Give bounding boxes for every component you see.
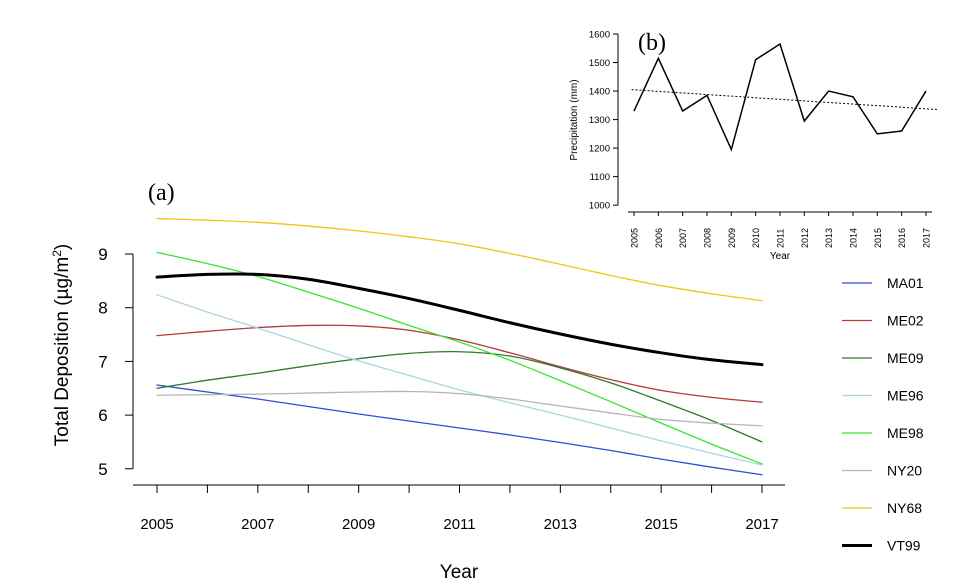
panel-b-y-tick-label: 1200	[589, 144, 610, 155]
panel-b-x-tick-label: 2007	[678, 228, 688, 248]
legend-label-vt99: VT99	[887, 538, 921, 554]
legend-label-me02: ME02	[887, 313, 924, 329]
panel-b-y-tick-label: 1600	[589, 30, 610, 41]
y-axis-title-suffix: )	[52, 244, 73, 250]
x-tick-label: 2005	[140, 516, 173, 533]
legend-label-ma01: MA01	[887, 275, 924, 291]
panel-b-y-tick-label: 1300	[589, 115, 610, 126]
panel-b-y-tick-label: 1400	[589, 87, 610, 98]
y-axis-title-a: Total Deposition (µg/m2)	[50, 244, 73, 446]
series-line-me02	[156, 324, 763, 403]
x-tick-label: 2013	[544, 516, 577, 533]
x-axis-title-a: Year	[440, 562, 479, 583]
panel-b-x-tick-label: 2009	[727, 228, 737, 248]
panel-b-x-tick-label: 2013	[824, 228, 834, 248]
panel-b-x-tick-label: 2005	[630, 228, 640, 248]
series-line-ny68	[156, 217, 763, 302]
x-axis-title-b: Year	[770, 251, 791, 262]
panel-b-x-tick-label: 2017	[921, 228, 931, 248]
panel-b-x-tick-label: 2008	[702, 228, 712, 248]
y-tick-label: 7	[98, 352, 107, 371]
series-line-vt99	[155, 272, 764, 367]
legend-label-ny68: NY68	[887, 500, 922, 516]
panel-b-x-tick-label: 2014	[848, 228, 858, 248]
series-line-me98	[156, 251, 763, 465]
panel-a-label: (a)	[148, 180, 175, 206]
panel-b-x-tick-label: 2006	[654, 228, 664, 248]
y-axis-title-unit: µg/m	[52, 257, 73, 300]
y-tick-label: 9	[98, 245, 107, 264]
legend-label-ny20: NY20	[887, 463, 922, 479]
panel-b-x-tick-label: 2012	[800, 228, 810, 248]
panel-b-x-tick-label: 2016	[897, 228, 907, 248]
panel-b-trend-line	[631, 89, 939, 111]
x-tick-label: 2011	[443, 516, 475, 533]
panel-a-chart: 5 6 7 8 9 2005 2007 2009 2011 2013 2015 2017	[98, 217, 785, 533]
y-tick-label: 5	[98, 460, 107, 479]
panel-b-y-tick-label: 1500	[589, 58, 610, 69]
panel-b-x-tick-label: 2011	[775, 229, 785, 248]
x-tick-label: 2017	[745, 516, 778, 533]
legend-label-me09: ME09	[887, 350, 924, 366]
panel-b-y-tick-label: 1000	[589, 201, 610, 212]
panel-b-precip-line	[633, 42, 927, 152]
y-axis-title-superscript: 2	[50, 250, 64, 257]
panel-b-label: (b)	[638, 30, 666, 56]
y-axis-title-prefix: Total Deposition (	[52, 299, 73, 446]
legend-label-me98: ME98	[887, 425, 924, 441]
legend-label-me96: ME96	[887, 388, 924, 404]
x-tick-label: 2009	[342, 516, 375, 533]
panel-b-x-tick-label: 2010	[751, 228, 761, 248]
legend: MA01 ME02 ME09 ME96 ME98 NY20 NY68 VT99	[842, 275, 924, 554]
panel-b-chart: 1000 1100 1200 1300 1400 1500 1600 2005 2006 2007…	[589, 30, 939, 248]
x-tick-label: 2015	[644, 516, 677, 533]
y-tick-label: 8	[98, 299, 107, 318]
series-line-ny20	[156, 390, 763, 427]
panel-b-x-tick-label: 2015	[873, 228, 883, 248]
series-line-ma01	[156, 384, 763, 476]
x-tick-label: 2007	[241, 516, 274, 533]
y-tick-label: 6	[98, 406, 107, 425]
series-line-me96	[156, 294, 763, 466]
panel-b-y-tick-label: 1100	[590, 172, 610, 183]
y-axis-title-b: Precipitation (mm)	[569, 79, 580, 160]
series-line-me09	[156, 350, 763, 443]
